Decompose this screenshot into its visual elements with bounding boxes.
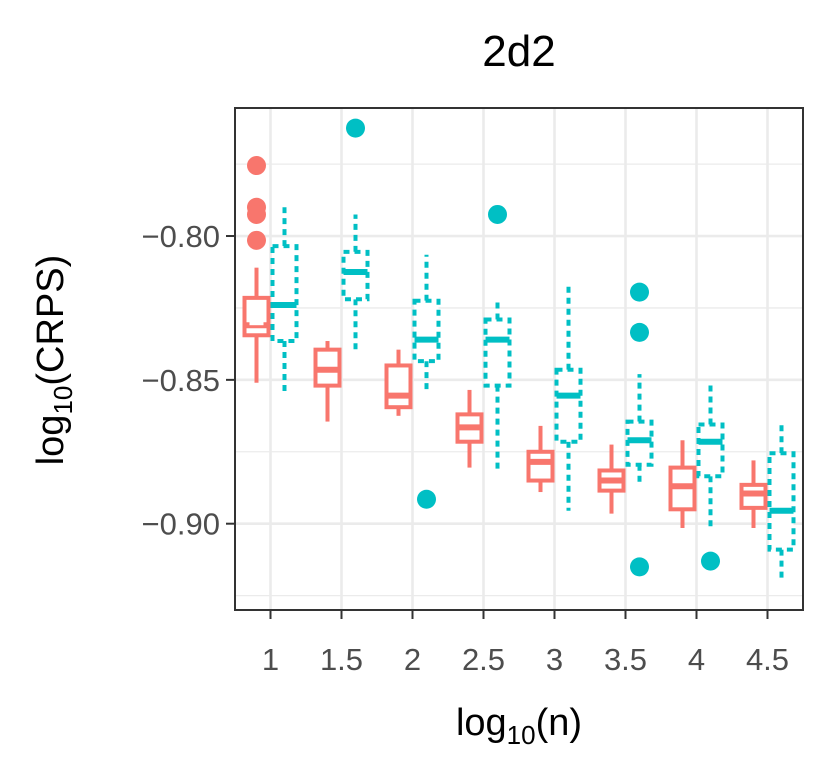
box-series-b-3 <box>554 286 583 511</box>
x-axis: 1 1.5 2 2.5 3 3.5 4 4.5 <box>262 610 789 677</box>
panel-border <box>234 107 804 611</box>
x-axis-title: log10(n) <box>456 702 582 750</box>
y-axis-title-subscript: 10 <box>48 386 78 415</box>
box-body <box>270 244 299 344</box>
y-axis: −0.80 −0.85 −0.90 <box>142 219 235 542</box>
median-marker <box>249 311 264 326</box>
x-tick-label: 3 <box>546 642 563 677</box>
y-tick-label: −0.90 <box>142 507 220 542</box>
box-body <box>412 298 441 364</box>
box-series-a-1.5 <box>313 341 342 422</box>
y-axis-title-base: log <box>30 415 72 466</box>
y-axis-title: log10(CRPS) <box>30 255 78 466</box>
x-tick-label: 2.5 <box>462 642 505 677</box>
box-series-b-1 <box>270 207 299 392</box>
box-series-a-4 <box>668 440 697 529</box>
y-tick-label: −0.85 <box>142 363 220 398</box>
x-axis-title-rest: (n) <box>536 702 582 744</box>
box-series-a-4.5 <box>739 460 768 529</box>
x-tick-label: 2 <box>404 642 421 677</box>
outlier-point <box>630 322 649 342</box>
box-body <box>526 449 555 483</box>
x-axis-title-base: log <box>456 702 507 744</box>
outlier-point <box>247 204 266 224</box>
outlier-point <box>701 551 720 571</box>
box-series-a-3.5 <box>597 444 626 514</box>
outlier-point <box>346 118 365 138</box>
box-series-b-2.5 <box>483 297 512 474</box>
outlier-point <box>417 489 436 509</box>
outlier-point <box>630 282 649 302</box>
box-series-a-3 <box>526 425 555 493</box>
x-tick-label: 1.5 <box>320 642 363 677</box>
box-body <box>341 249 370 302</box>
box-series-a-2 <box>384 349 413 416</box>
x-tick-label: 3.5 <box>604 642 647 677</box>
x-tick-label: 1 <box>262 642 279 677</box>
x-tick-label: 4.5 <box>746 642 789 677</box>
box-series-a-1 <box>242 267 271 383</box>
box-body <box>554 367 583 444</box>
x-tick-label: 4 <box>688 642 705 677</box>
y-tick-label: −0.80 <box>142 219 220 254</box>
box-series-b-4 <box>696 381 725 529</box>
box-series-b-2 <box>412 254 441 390</box>
boxes <box>242 207 796 582</box>
outliers <box>247 118 720 577</box>
box-series-b-3.5 <box>625 374 654 485</box>
box-body <box>384 363 413 410</box>
y-axis-title-rest: (CRPS) <box>30 255 72 386</box>
outlier-point <box>247 156 266 176</box>
box-body <box>696 422 725 479</box>
outlier-point <box>630 557 649 577</box>
box-series-b-1.5 <box>341 214 370 350</box>
chart-title: 2d2 <box>482 27 555 76</box>
box-body <box>767 451 796 552</box>
box-series-a-2.5 <box>455 389 484 468</box>
box-body <box>483 317 512 388</box>
outlier-point <box>247 230 266 250</box>
outlier-point <box>488 204 507 224</box>
x-axis-title-subscript: 10 <box>507 720 536 750</box>
box-series-b-4.5 <box>767 423 796 582</box>
